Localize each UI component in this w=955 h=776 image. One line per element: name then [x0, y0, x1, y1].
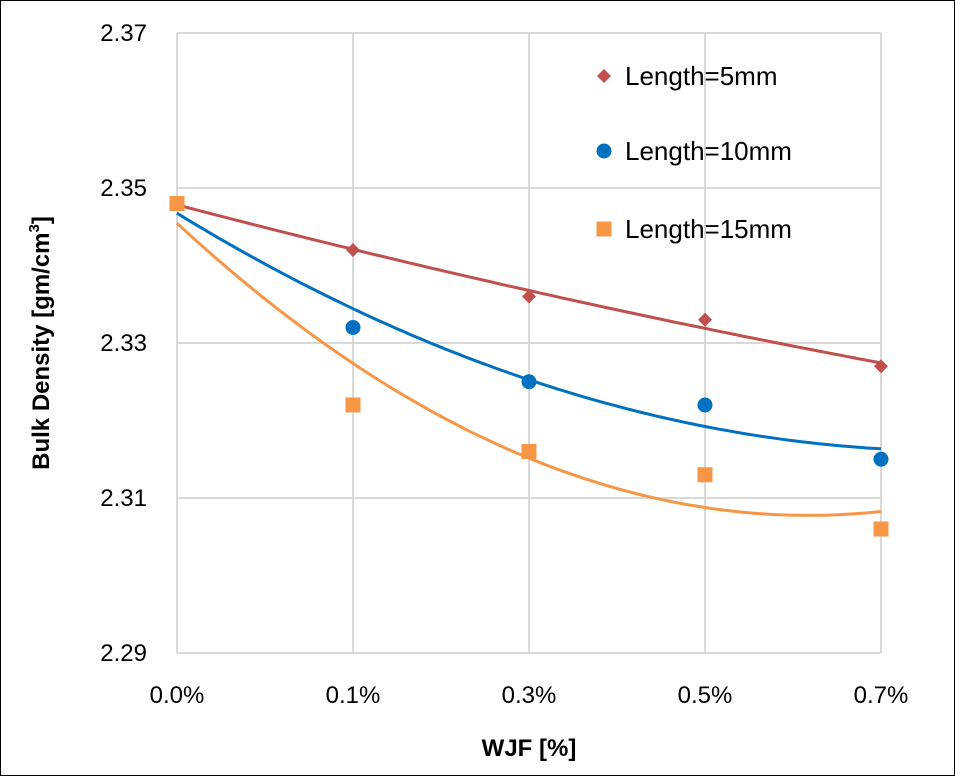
legend-label: Length=5mm	[625, 61, 777, 91]
square-marker	[169, 196, 185, 211]
x-tick-label: 0.3%	[502, 682, 557, 709]
circle-marker	[521, 374, 537, 390]
y-tick-label: 2.31	[100, 485, 147, 512]
square-marker	[521, 444, 537, 459]
circle-marker	[596, 143, 612, 159]
circle-marker	[873, 451, 889, 467]
x-axis-title: WJF [%]	[482, 735, 577, 762]
y-tick-label: 2.35	[100, 175, 147, 202]
y-tick-label: 2.33	[100, 330, 147, 357]
y-tick-label: 2.37	[100, 20, 147, 47]
diamond-marker	[874, 359, 888, 374]
x-tick-label: 0.7%	[854, 682, 909, 709]
square-marker	[596, 221, 612, 237]
legend-label: Length=15mm	[625, 214, 792, 244]
circle-marker	[697, 397, 713, 413]
circle-marker	[345, 320, 361, 335]
x-tick-label: 0.5%	[678, 682, 733, 709]
y-axis-title: Bulk Density [gm/cm3]	[26, 216, 55, 470]
diamond-marker	[698, 312, 712, 327]
y-tick-label: 2.29	[100, 640, 147, 667]
diamond-marker	[597, 69, 611, 83]
legend-label: Length=10mm	[625, 136, 792, 166]
square-marker	[697, 467, 713, 483]
square-marker	[873, 521, 889, 537]
diamond-marker	[346, 243, 360, 257]
x-tick-label: 0.1%	[326, 682, 381, 709]
square-marker	[345, 397, 361, 413]
diamond-marker	[522, 289, 536, 304]
x-tick-label: 0.0%	[150, 682, 205, 709]
